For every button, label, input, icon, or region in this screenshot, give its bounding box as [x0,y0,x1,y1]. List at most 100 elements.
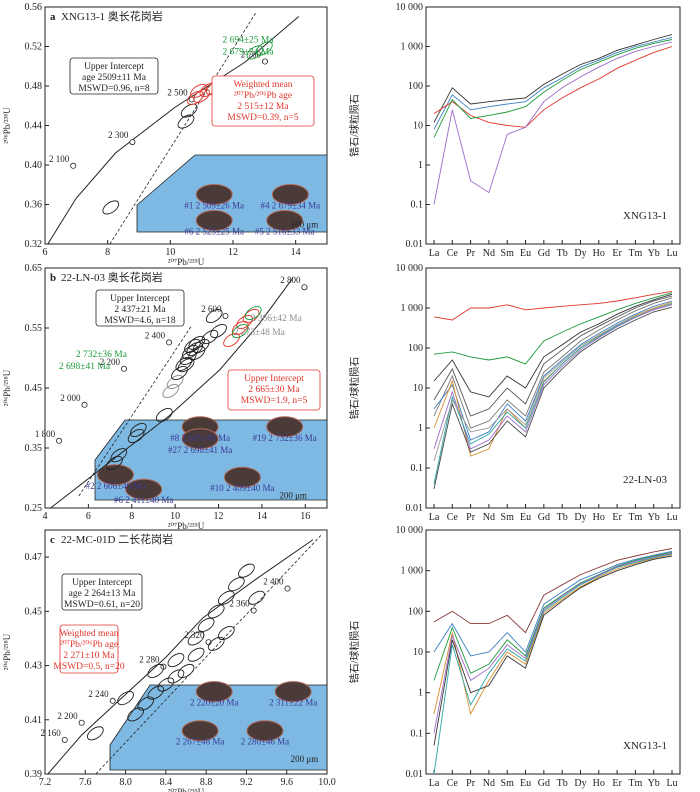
concordia-age-label: 2 360 [229,599,250,609]
ree-series-line [433,550,673,657]
error-ellipse [248,590,265,605]
error-ellipse [166,374,184,390]
error-ellipse [242,308,260,324]
error-ellipse [102,200,120,215]
x-tick-label: 8 [129,511,134,522]
ree-series-line [433,300,673,441]
ree-series-line [433,46,673,128]
error-ellipse [187,647,205,662]
zircon-grain [97,464,134,486]
x-tick-label: Eu [520,778,531,789]
ree-panel-f: 0.01 0.1 1 10 100 1 000 10 000 La Ce Pr Nd Sm Eu Gd Tb… [348,525,681,789]
y-tick-label: 0.55 [25,323,43,334]
y-tick-label: 0.39 [25,769,43,780]
cl-image-inset [109,684,328,771]
annotation-text: MSWD=4.6, n=18 [104,316,175,326]
y-tick-label: 0.44 [25,121,43,132]
panel-title: 22-MC-01D 二长花岗岩 [61,532,173,546]
y-tick-label: 0.01 [406,769,424,780]
y-tick-label: 10 000 [396,2,424,13]
y-axis-label: ²⁰⁶Pb/²³⁸U [2,633,12,670]
annotation-box [61,573,143,611]
error-ellipse [205,308,223,324]
x-tick-label: 8.4 [160,777,173,788]
x-tick-label: 12 [228,247,238,258]
zircon-grain [266,416,304,438]
error-ellipse [127,428,145,444]
error-ellipse [171,365,188,381]
x-tick-label: Pr [466,512,476,523]
annotation-text: Weighted mean [59,629,118,639]
error-ellipse [129,422,147,438]
zircon-grain [195,210,233,232]
ree-series-line [433,303,673,462]
discordia-line [78,325,192,497]
concordia-age-label: 2 320 [184,630,205,640]
annotation-text: Upper Intercept [244,374,304,384]
error-ellipse [155,407,173,423]
concordia-age-marker [250,607,257,614]
x-tick-label: Yb [648,778,660,789]
cl-grain-label: #4 2 679±34 Ma [260,200,320,210]
zircon-grain [274,681,312,703]
error-ellipse [186,341,204,357]
concordia-age-label: 2 200 [57,711,78,721]
x-tick-label: Ce [447,512,459,523]
panel-letter: b [50,272,56,284]
y-axis-label: 锆石/球粒陨石 [348,94,361,157]
x-tick-label: 14 [257,511,267,522]
zircon-grain [195,183,233,205]
ree-series-line [433,39,673,138]
sample-label: XNG13-1 [623,210,667,222]
concordia-panel-c: 2 160 2 200 2 240 2 280 2 320 2 360 2 400 Upper… [2,529,336,792]
error-ellipse [167,653,185,668]
ree-series-line [433,290,673,321]
cl-grain-label: 2 311±22 Ma [269,698,317,708]
y-tick-label: 1 [418,423,423,434]
concordia-age-marker [261,58,268,65]
x-tick-label: Sm [501,778,515,789]
error-ellipse [177,114,195,129]
error-ellipse [177,663,195,679]
ree-series-line [433,295,673,417]
x-tick-label: Er [612,778,622,789]
plot-frame [425,529,681,775]
annotation-text: MSWD=0.61, n=20 [64,600,140,610]
error-ellipse [255,41,273,56]
x-tick-label: Tm [628,248,642,259]
annotation-text: ²⁰⁷Pb/²⁰⁶Pb age [60,640,118,650]
concordia-age-label: 2 400 [263,577,284,587]
x-tick-label: Nd [483,512,495,523]
cl-image-inset [94,419,328,501]
cl-grain-label: 2 267±48 Ma [176,737,224,747]
sample-label: 22-LN-03 [623,474,667,486]
annotation-text: MSWD=1.9, n=5 [241,396,308,406]
error-ellipse [246,45,264,60]
concordia-age-label: 2 240 [88,689,109,699]
concordia-age-marker [284,585,291,592]
x-tick-label: 9.6 [280,777,293,788]
y-tick-label: 1 [418,688,423,699]
error-ellipse [167,669,185,684]
x-tick-label: Ho [593,778,605,789]
x-tick-label: Nd [483,248,495,259]
x-tick-label: Tb [557,248,568,259]
ree-series-line [433,554,673,716]
error-ellipse [117,691,134,706]
y-tick-label: 10 000 [396,525,424,536]
y-tick-label: 0.48 [25,81,43,92]
concordia-age-marker [166,339,173,346]
x-tick-label: Tb [557,778,568,789]
x-tick-label: Dy [574,778,586,789]
concordia-age-marker [78,719,85,726]
y-tick-label: 0.1 [411,463,424,474]
x-tick-label: La [429,248,440,259]
x-tick-label: Ho [593,248,605,259]
error-ellipse [106,455,123,471]
age-label: 2 732±36 Ma [76,350,128,360]
x-tick-label: Lu [666,512,677,523]
concordia-age-label: 2 280 [139,655,160,665]
x-tick-label: Yb [648,248,660,259]
error-ellipse [177,358,195,373]
zircon-grain [195,681,233,703]
